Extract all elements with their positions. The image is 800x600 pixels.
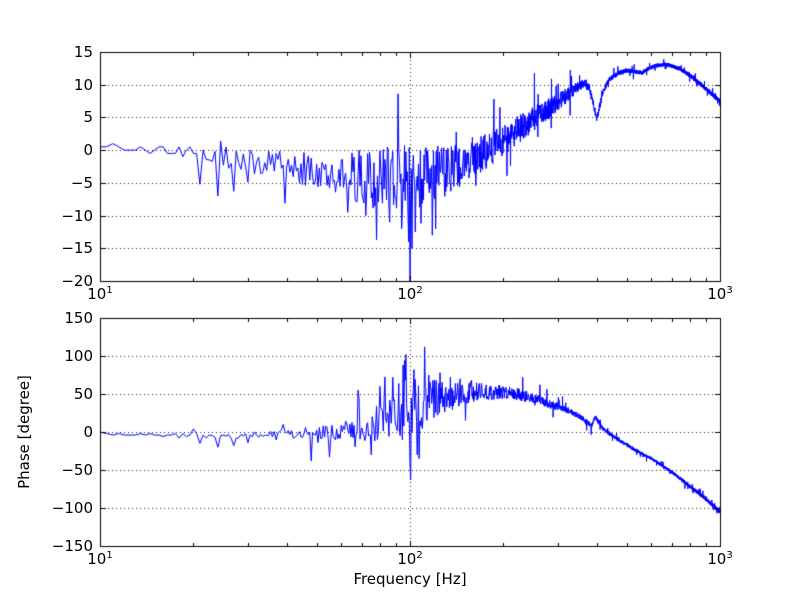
bode-plot-canvas xyxy=(0,0,800,600)
bode-plot-figure: Phase [degree] Frequency [Hz] 15 10 5 0 −5 −1… xyxy=(0,0,800,600)
